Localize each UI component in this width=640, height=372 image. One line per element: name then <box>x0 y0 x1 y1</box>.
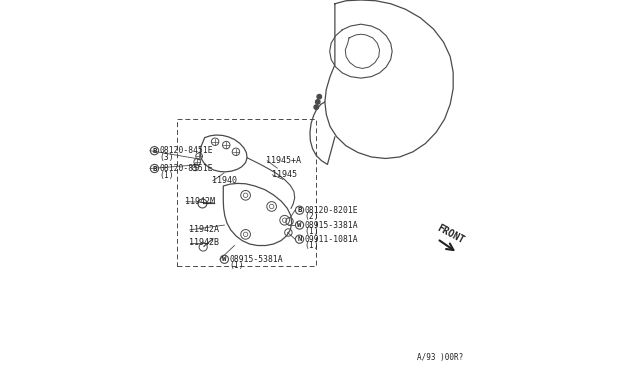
Text: 08915-5381A: 08915-5381A <box>230 255 284 264</box>
Text: W: W <box>298 222 301 228</box>
Text: (1): (1) <box>230 262 244 270</box>
Text: (2): (2) <box>305 212 319 221</box>
Text: B: B <box>152 148 157 154</box>
Circle shape <box>317 94 321 99</box>
Text: 08120-8201E: 08120-8201E <box>305 206 358 215</box>
Text: B: B <box>152 166 157 171</box>
Text: 11942M: 11942M <box>186 197 215 206</box>
Text: 11942A: 11942A <box>189 225 219 234</box>
Text: 09911-1081A: 09911-1081A <box>305 235 358 244</box>
Text: (1): (1) <box>159 171 174 180</box>
Text: FRONT: FRONT <box>435 223 466 246</box>
Text: N: N <box>298 236 301 242</box>
Circle shape <box>314 105 319 109</box>
Text: 11940: 11940 <box>212 176 237 185</box>
Text: (1): (1) <box>305 241 319 250</box>
Text: A/93 )00R?: A/93 )00R? <box>417 353 463 362</box>
Text: 08120-8551E: 08120-8551E <box>159 164 213 173</box>
Text: 08120-8451E: 08120-8451E <box>159 146 213 155</box>
Text: 11942B: 11942B <box>189 238 219 247</box>
Circle shape <box>316 100 320 104</box>
Text: 08915-3381A: 08915-3381A <box>305 221 358 230</box>
Text: (1): (1) <box>305 227 319 236</box>
Text: (3): (3) <box>159 153 174 162</box>
Text: W: W <box>222 256 227 262</box>
Text: 11945+A: 11945+A <box>266 156 301 165</box>
Text: 11945: 11945 <box>271 170 297 179</box>
Text: B: B <box>298 207 301 213</box>
